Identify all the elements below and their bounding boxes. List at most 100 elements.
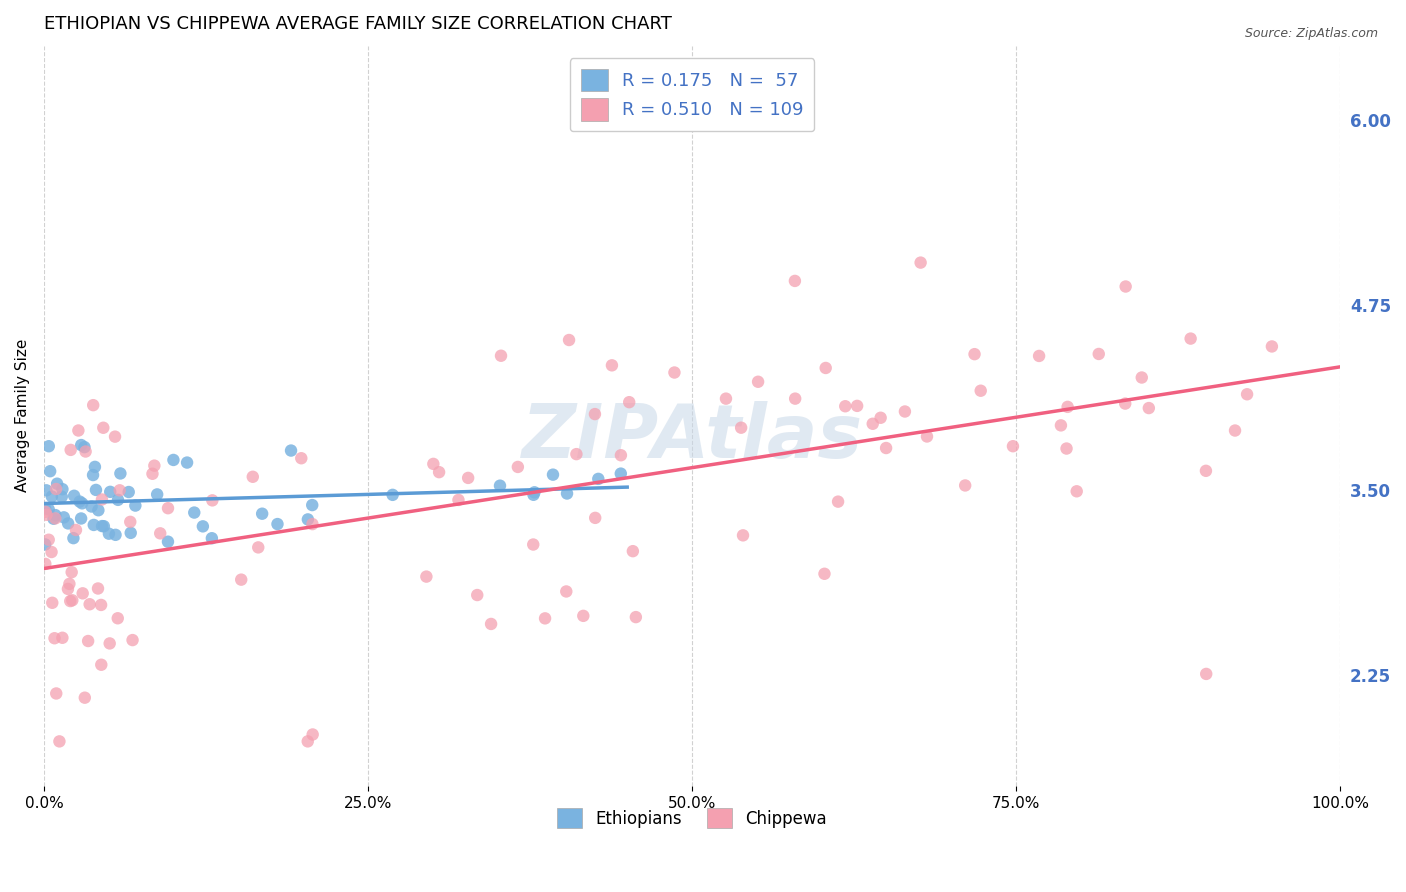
Point <box>44 508 66 522</box>
Point <box>87 503 110 517</box>
Point <box>1087 347 1109 361</box>
Point <box>1195 464 1218 478</box>
Point <box>915 429 938 443</box>
Point <box>297 734 319 748</box>
Point <box>34 505 56 519</box>
Point <box>56 516 79 531</box>
Text: ZIPAtlas: ZIPAtlas <box>522 401 863 475</box>
Point <box>1028 349 1050 363</box>
Point <box>156 534 179 549</box>
Point <box>44 632 66 646</box>
Point <box>83 517 105 532</box>
Point <box>72 586 94 600</box>
Point <box>98 484 121 499</box>
Point <box>120 525 142 540</box>
Point <box>479 616 502 631</box>
Point <box>84 483 107 497</box>
Point <box>70 496 93 510</box>
Point <box>121 633 143 648</box>
Point <box>1001 439 1024 453</box>
Point <box>506 459 529 474</box>
Point <box>280 443 302 458</box>
Point <box>51 482 73 496</box>
Point <box>80 500 103 514</box>
Point <box>82 398 104 412</box>
Point <box>381 488 404 502</box>
Point <box>415 569 437 583</box>
Point <box>93 519 115 533</box>
Point <box>489 349 512 363</box>
Point <box>301 517 323 532</box>
Point <box>619 395 641 409</box>
Point <box>70 511 93 525</box>
Point <box>664 366 686 380</box>
Point <box>522 537 544 551</box>
Point <box>242 470 264 484</box>
Point <box>1056 442 1078 456</box>
Point <box>624 610 647 624</box>
Point <box>910 255 932 269</box>
Point <box>60 565 83 579</box>
Point <box>247 541 270 555</box>
Point <box>457 471 479 485</box>
Point <box>44 511 66 525</box>
Point <box>427 465 450 479</box>
Point <box>38 502 60 516</box>
Point <box>35 508 58 522</box>
Point <box>834 399 856 413</box>
Point <box>45 482 67 496</box>
Point <box>82 468 104 483</box>
Point <box>110 467 132 481</box>
Point <box>65 523 87 537</box>
Point <box>1137 401 1160 415</box>
Point <box>583 511 606 525</box>
Y-axis label: Average Family Size: Average Family Size <box>15 339 30 492</box>
Point <box>143 458 166 473</box>
Point <box>783 274 806 288</box>
Point <box>970 384 993 398</box>
Point <box>814 361 837 376</box>
Point <box>541 467 564 482</box>
Point <box>69 494 91 508</box>
Point <box>266 517 288 532</box>
Point <box>489 478 512 492</box>
Point <box>1130 370 1153 384</box>
Point <box>610 448 633 462</box>
Point <box>104 528 127 542</box>
Point <box>118 485 141 500</box>
Point <box>56 582 79 596</box>
Point <box>862 417 884 431</box>
Point <box>422 457 444 471</box>
Point <box>52 510 75 524</box>
Point <box>79 597 101 611</box>
Point <box>39 464 62 478</box>
Point <box>1056 400 1078 414</box>
Point <box>63 489 86 503</box>
Point <box>297 512 319 526</box>
Point <box>41 490 63 504</box>
Point <box>75 444 97 458</box>
Point <box>572 608 595 623</box>
Point <box>747 375 769 389</box>
Point <box>1115 279 1137 293</box>
Point <box>1236 387 1258 401</box>
Point <box>38 439 60 453</box>
Point <box>523 485 546 500</box>
Point <box>45 686 67 700</box>
Point <box>70 438 93 452</box>
Point <box>34 501 56 516</box>
Point <box>48 734 70 748</box>
Point <box>124 499 146 513</box>
Point <box>51 490 73 504</box>
Point <box>58 577 80 591</box>
Point <box>42 512 65 526</box>
Point <box>953 478 976 492</box>
Point <box>1050 418 1073 433</box>
Point <box>583 407 606 421</box>
Point <box>1223 424 1246 438</box>
Point <box>107 492 129 507</box>
Point <box>62 531 84 545</box>
Point <box>1261 339 1284 353</box>
Point <box>522 488 544 502</box>
Point <box>1114 396 1136 410</box>
